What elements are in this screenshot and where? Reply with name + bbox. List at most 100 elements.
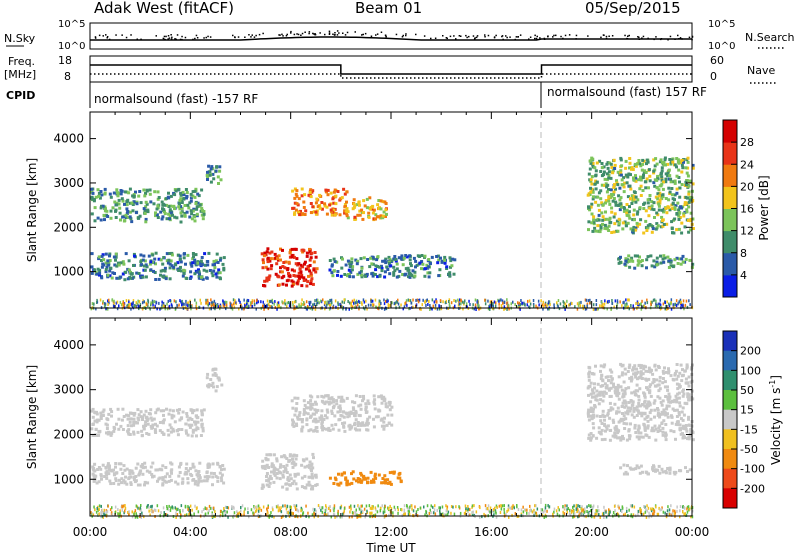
velocity-ground-scatter-cell bbox=[327, 512, 329, 516]
power-echo-cell bbox=[323, 202, 327, 206]
nsearch-dot bbox=[626, 37, 628, 40]
velocity-echo-cell bbox=[658, 415, 662, 419]
power-echo-cell bbox=[169, 194, 173, 198]
velocity-echo-cell bbox=[145, 419, 149, 422]
power-echo-cell bbox=[149, 200, 153, 204]
velocity-echo-cell bbox=[273, 466, 277, 470]
power-ground-scatter-cell bbox=[195, 307, 198, 311]
velocity-echo-cell bbox=[93, 469, 97, 473]
velocity-echo-cell bbox=[665, 370, 668, 374]
power-echo-cell bbox=[384, 215, 387, 218]
velocity-echo-cell bbox=[656, 412, 660, 415]
velocity-echo-cell bbox=[630, 391, 634, 395]
power-echo-cell bbox=[652, 181, 656, 185]
velocity-echo-cell bbox=[664, 433, 668, 437]
power-echo-cell bbox=[594, 187, 598, 191]
power-echo-cell bbox=[655, 186, 659, 190]
power-echo-cell bbox=[631, 168, 635, 171]
velocity-echo-cell bbox=[673, 372, 677, 375]
velocity-echo-cell bbox=[673, 373, 677, 377]
velocity-echo-cell bbox=[358, 428, 362, 432]
velocity-echo-cell bbox=[652, 465, 656, 469]
velocity-ground-scatter-cell bbox=[535, 511, 538, 515]
velocity-echo-cell bbox=[383, 397, 387, 401]
velocity-echo-cell bbox=[619, 417, 623, 421]
velocity-echo-cell bbox=[188, 425, 192, 429]
velocity-ground-scatter-cell bbox=[359, 512, 362, 516]
velocity-echo-cell bbox=[300, 427, 304, 431]
power-echo-cell bbox=[691, 182, 695, 186]
power-ground-scatter-cell bbox=[246, 298, 249, 302]
velocity-ground-scatter-cell bbox=[98, 508, 100, 511]
nsearch-dot bbox=[638, 38, 641, 40]
power-echo-cell bbox=[423, 274, 427, 278]
power-echo-cell bbox=[407, 268, 411, 272]
power-echo-cell bbox=[344, 263, 348, 267]
velocity-echo-cell bbox=[359, 422, 363, 426]
power-echo-cell bbox=[292, 282, 296, 286]
velocity-echo-cell bbox=[221, 464, 225, 467]
velocity-echo-cell bbox=[311, 476, 315, 480]
power-echo-cell bbox=[635, 221, 639, 225]
power-ground-scatter-cell bbox=[587, 299, 590, 303]
power-echo-cell bbox=[300, 273, 304, 277]
velocity-echo-cell bbox=[622, 380, 626, 384]
velocity-echo-cell bbox=[601, 393, 605, 397]
power-echo-cell bbox=[152, 202, 156, 206]
power-echo-cell bbox=[667, 168, 671, 172]
power-echo-cell bbox=[603, 177, 607, 181]
power-echo-cell bbox=[294, 208, 298, 212]
velocity-echo-cell bbox=[633, 426, 637, 430]
power-echo-cell bbox=[609, 188, 613, 192]
power-echo-cell bbox=[108, 269, 112, 273]
velocity-ground-scatter-cell bbox=[131, 510, 133, 514]
velocity-echo-cell bbox=[357, 404, 361, 408]
power-echo-cell bbox=[385, 265, 389, 269]
velocity-echo-cell bbox=[661, 377, 665, 380]
power-echo-cell bbox=[648, 206, 652, 210]
velocity-echo-cell bbox=[205, 470, 209, 474]
velocity-echo-cell bbox=[195, 426, 199, 430]
power-ground-scatter-cell bbox=[96, 298, 98, 302]
velocity-echo-cell bbox=[154, 468, 158, 472]
power-echo-cell bbox=[218, 271, 222, 275]
power-echo-cell bbox=[600, 201, 604, 205]
velocity-echo-cell bbox=[216, 476, 220, 480]
velocity-echo-cell bbox=[612, 420, 616, 424]
power-echo-cell bbox=[309, 195, 313, 199]
nsearch-dot bbox=[181, 35, 183, 38]
power-echo-cell bbox=[118, 211, 122, 215]
velocity-echo-cell bbox=[275, 457, 279, 461]
power-ground-scatter-cell bbox=[182, 304, 184, 308]
velocity-echo-cell bbox=[191, 478, 195, 482]
power-echo-cell bbox=[625, 260, 629, 264]
power-ground-scatter-cell bbox=[484, 298, 486, 302]
power-echo-cell bbox=[677, 218, 681, 221]
power-echo-cell bbox=[217, 182, 220, 185]
power-echo-cell bbox=[153, 257, 157, 261]
velocity-echo-cell bbox=[637, 435, 640, 439]
power-ground-scatter-cell bbox=[238, 298, 240, 302]
power-ground-scatter-cell bbox=[127, 305, 130, 309]
velocity-echo-cell bbox=[198, 461, 202, 465]
velocity-ground-scatter-cell bbox=[332, 513, 335, 516]
power-echo-cell bbox=[200, 208, 204, 212]
velocity-echo-cell bbox=[364, 402, 368, 406]
power-ground-scatter-cell bbox=[284, 302, 287, 306]
power-echo-cell bbox=[676, 262, 680, 265]
power-echo-cell bbox=[604, 199, 608, 203]
power-echo-cell bbox=[282, 261, 286, 264]
velocity-echo-cell bbox=[364, 411, 368, 414]
power-ground-scatter-cell bbox=[580, 300, 582, 304]
velocity-echo-cell bbox=[629, 467, 633, 471]
power-echo-cell bbox=[606, 161, 610, 165]
power-echo-cell bbox=[656, 224, 660, 228]
velocity-echo-cell bbox=[154, 422, 157, 426]
velocity-echo-cell bbox=[220, 473, 224, 477]
power-echo-cell bbox=[332, 201, 336, 205]
power-echo-cell bbox=[336, 190, 340, 193]
power-ground-scatter-cell bbox=[308, 300, 310, 304]
power-echo-cell bbox=[205, 276, 209, 280]
velocity-ground-scatter-cell bbox=[363, 507, 366, 511]
velocity-echo-cell bbox=[687, 417, 690, 421]
